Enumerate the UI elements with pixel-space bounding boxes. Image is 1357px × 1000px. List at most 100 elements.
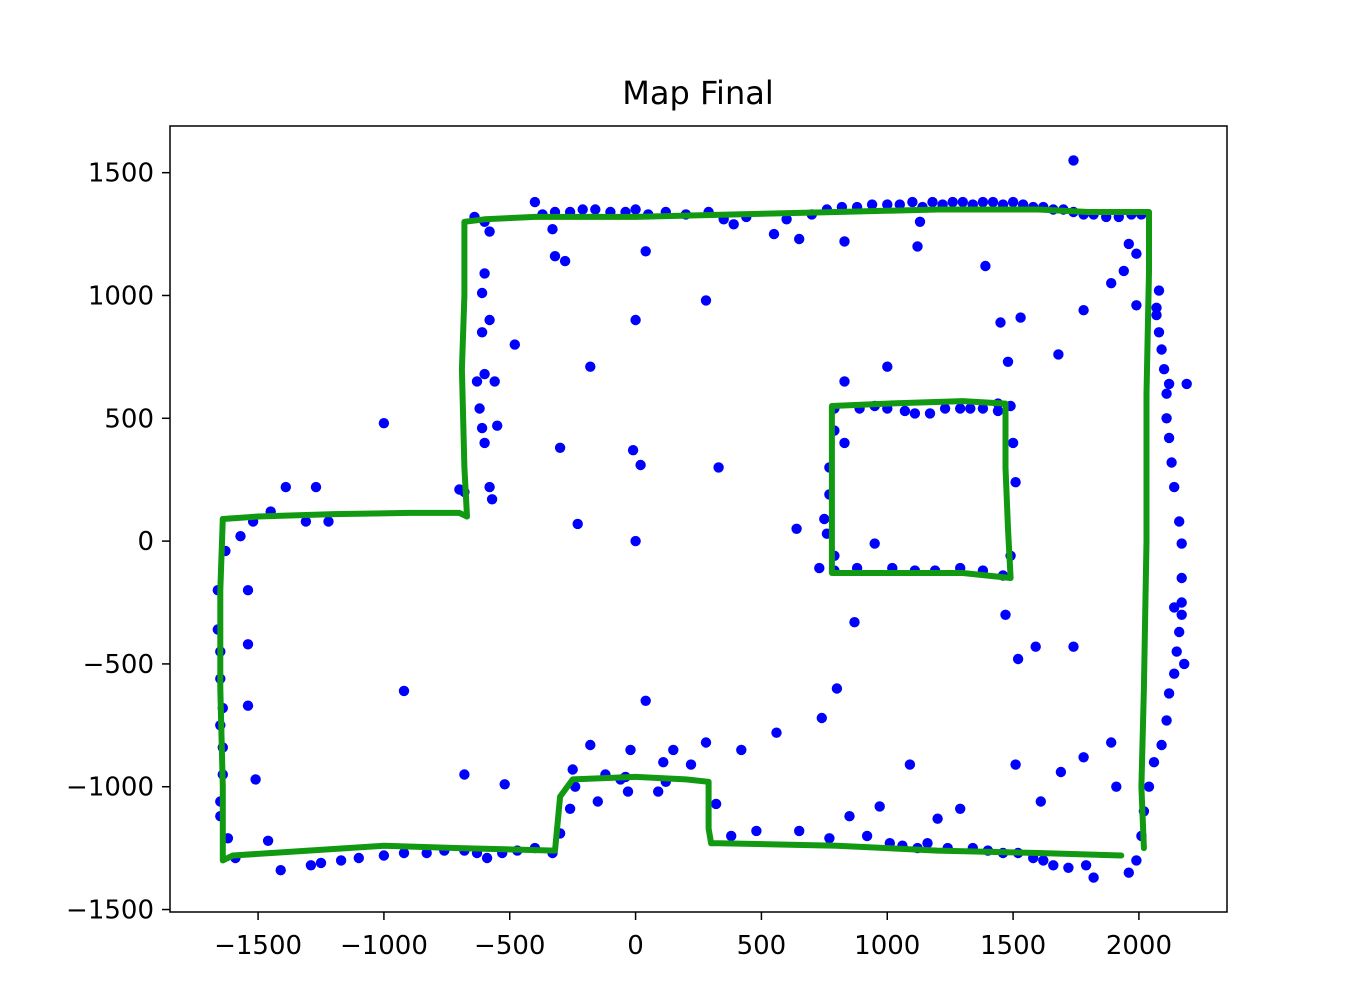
data-point [559, 255, 571, 267]
data-point [625, 744, 636, 756]
data-point [592, 796, 603, 807]
data-point [831, 683, 843, 694]
data-point [894, 199, 905, 210]
data-point [992, 405, 1004, 417]
data-point [549, 251, 561, 262]
data-point [378, 418, 390, 429]
data-point [554, 442, 566, 453]
data-point [1053, 349, 1064, 360]
data-point [1163, 378, 1175, 390]
data-point [378, 850, 390, 861]
data-point [547, 224, 558, 235]
data-point [794, 233, 805, 245]
data-point [1030, 641, 1041, 652]
data-point [1068, 641, 1079, 652]
data-point [700, 737, 712, 748]
data-point [1106, 737, 1117, 748]
data-point [1048, 860, 1059, 871]
data-point [839, 236, 850, 247]
data-point [1002, 356, 1014, 367]
data-point [914, 216, 926, 227]
data-point [869, 538, 880, 549]
data-point [499, 779, 510, 790]
data-point [668, 744, 679, 756]
data-point [899, 405, 911, 417]
data-point [1181, 378, 1192, 390]
data-point [509, 339, 520, 350]
data-point [1038, 855, 1049, 866]
data-point [529, 196, 541, 208]
data-point [924, 408, 936, 419]
x-tick-label: 1000 [854, 931, 920, 961]
data-point [1174, 516, 1185, 527]
data-point [1151, 309, 1162, 321]
x-tick-label: 500 [737, 931, 787, 961]
data-point [315, 857, 327, 869]
data-point [1171, 646, 1182, 657]
data-point [250, 774, 261, 785]
data-point [280, 481, 291, 493]
data-point [1151, 302, 1162, 313]
data-point [1131, 300, 1142, 311]
data-point [454, 484, 465, 495]
data-point [1161, 413, 1172, 424]
data-point [932, 813, 943, 824]
plot-frame [169, 125, 1228, 913]
data-point [640, 246, 651, 257]
data-point [861, 830, 873, 842]
data-point [904, 759, 916, 770]
data-point [479, 268, 490, 279]
data-point [1156, 739, 1167, 751]
data-point [653, 786, 664, 797]
data-point [1148, 757, 1160, 768]
data-point [794, 825, 805, 837]
data-point [1078, 752, 1089, 763]
data-point [1176, 572, 1187, 584]
data-point [1068, 155, 1079, 166]
data-point [275, 865, 286, 876]
data-point [585, 361, 596, 372]
data-point [1012, 653, 1024, 665]
data-point [572, 518, 583, 530]
data-point [421, 847, 432, 859]
data-point [816, 712, 827, 724]
data-point [1161, 388, 1172, 399]
data-point [771, 727, 782, 738]
data-point [481, 852, 493, 864]
data-point [235, 531, 246, 542]
data-point [335, 855, 347, 866]
y-tick-label: −1000 [66, 773, 154, 803]
data-point [353, 852, 364, 864]
data-point [977, 196, 989, 208]
data-point [1169, 481, 1180, 493]
data-point [489, 376, 500, 387]
data-point [323, 516, 334, 527]
x-tick-label: −1500 [214, 931, 302, 961]
data-point [630, 314, 641, 326]
data-point [1015, 312, 1026, 323]
data-point [781, 214, 792, 225]
data-point [262, 835, 274, 846]
outline-layer [217, 206, 1152, 864]
data-point [1055, 766, 1067, 778]
data-point [1123, 238, 1135, 250]
data-point [474, 403, 485, 414]
data-point [1010, 759, 1021, 770]
data-point [484, 481, 495, 493]
data-point [882, 361, 893, 372]
data-point [1106, 278, 1117, 289]
data-point [874, 801, 885, 812]
data-point [849, 617, 860, 628]
data-point [1176, 609, 1187, 620]
x-tick-label: 0 [627, 931, 644, 961]
outline-path [217, 516, 1125, 864]
y-tick-label: 0 [137, 527, 154, 557]
data-point [486, 494, 498, 505]
data-point [471, 376, 483, 387]
data-point [479, 368, 490, 380]
data-point [630, 204, 641, 215]
data-point [1118, 265, 1130, 277]
data-point [980, 260, 991, 272]
data-point [882, 199, 893, 210]
